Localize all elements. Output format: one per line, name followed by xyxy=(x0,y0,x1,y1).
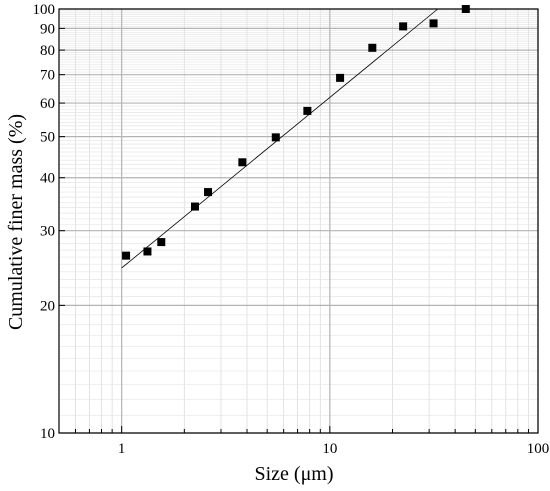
y-tick-label: 60 xyxy=(40,96,55,112)
axis-ticks xyxy=(58,8,539,434)
data-point xyxy=(204,188,213,197)
y-tick-label: 20 xyxy=(40,298,55,314)
major-gridlines xyxy=(59,8,539,434)
data-points xyxy=(122,5,470,260)
y-tick-label: 90 xyxy=(40,21,55,37)
data-point xyxy=(143,247,152,256)
y-axis-title: Cumulative finer mass (%) xyxy=(5,114,27,330)
data-point xyxy=(399,22,408,31)
x-axis-title: Size (μm) xyxy=(254,463,333,485)
x-tick-labels: 1 10 100 xyxy=(118,441,549,457)
plot-area-frame xyxy=(58,8,539,434)
y-tick-label: 30 xyxy=(40,224,55,240)
x-tick-label: 100 xyxy=(527,441,550,457)
x-tick-label: 10 xyxy=(322,441,337,457)
data-point xyxy=(271,133,280,142)
data-point xyxy=(336,73,345,82)
minor-gridlines xyxy=(58,9,538,433)
y-tick-label: 10 xyxy=(40,426,55,442)
data-point xyxy=(368,43,377,52)
data-point xyxy=(461,5,470,13)
data-point xyxy=(238,158,247,167)
data-point xyxy=(303,106,312,115)
y-tick-label: 70 xyxy=(40,68,55,84)
data-point xyxy=(190,202,199,211)
x-tick-label: 1 xyxy=(118,441,126,457)
y-tick-label: 80 xyxy=(40,43,55,59)
y-tick-labels: 10 20 30 40 50 60 70 80 90 100 xyxy=(33,2,56,442)
y-tick-label: 40 xyxy=(40,171,55,187)
data-point xyxy=(122,251,131,260)
data-point xyxy=(429,19,438,28)
y-tick-label: 100 xyxy=(33,2,56,18)
data-point xyxy=(157,238,166,247)
y-tick-label: 50 xyxy=(40,130,55,146)
